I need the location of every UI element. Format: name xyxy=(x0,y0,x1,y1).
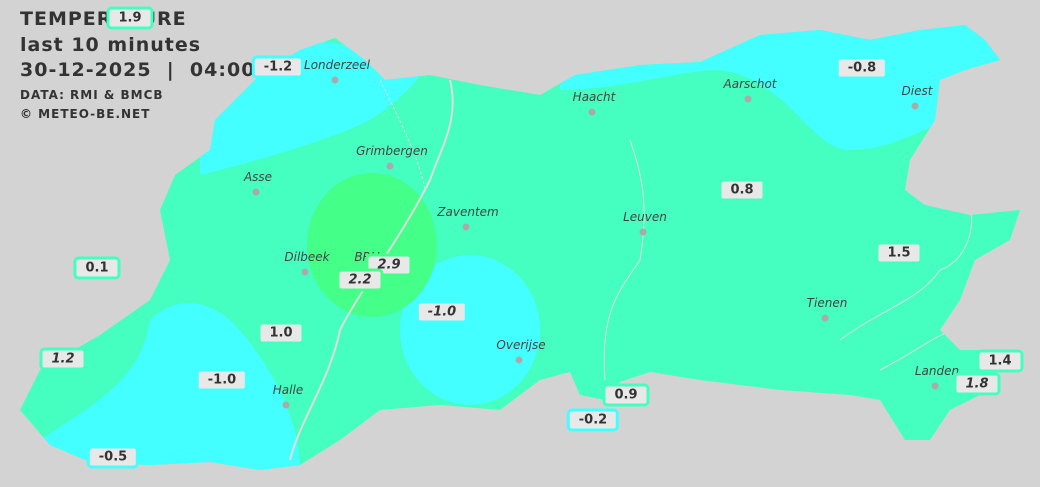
city-marker xyxy=(386,162,394,170)
zone-cold-sw xyxy=(40,303,300,470)
temperature-reading: -0.8 xyxy=(835,56,889,80)
city-label: Haacht xyxy=(572,90,616,104)
city-label: Aarschot xyxy=(723,77,777,91)
city-marker xyxy=(744,95,752,103)
city-marker xyxy=(331,76,339,84)
temperature-reading: -0.5 xyxy=(86,445,140,469)
city-label: Dilbeek xyxy=(284,250,330,264)
city-label: Leuven xyxy=(623,210,667,224)
zone-warm-center xyxy=(307,173,437,317)
temperature-reading: 1.2 xyxy=(39,347,87,371)
city-label: Zaventem xyxy=(437,205,499,219)
city-marker xyxy=(462,223,470,231)
city-label: Londerzeel xyxy=(304,58,370,72)
map-title: TEMPERATURE xyxy=(20,8,187,30)
copyright: © METEO-BE.NET xyxy=(20,107,151,121)
temperature-reading: 0.9 xyxy=(602,383,650,407)
temperature-reading: 2.2 xyxy=(336,268,384,292)
zone-cold-se xyxy=(400,255,540,405)
city-label: Tienen xyxy=(806,296,848,310)
city-label: Halle xyxy=(272,383,304,397)
city-marker xyxy=(515,356,523,364)
city-marker xyxy=(639,228,647,236)
city-marker xyxy=(588,108,596,116)
city-label: Asse xyxy=(243,170,273,184)
boundary xyxy=(603,139,645,381)
temperature-reading: 0.8 xyxy=(718,178,766,202)
temperature-reading: 1.8 xyxy=(953,372,1001,396)
city-label: Landen xyxy=(914,364,960,378)
city-label: Grimbergen xyxy=(356,144,428,158)
city-marker xyxy=(911,102,919,110)
temperature-reading: -0.2 xyxy=(566,408,620,432)
data-source: DATA: RMI & BMCB xyxy=(20,88,164,102)
city-marker xyxy=(821,314,829,322)
temperature-reading: 1.4 xyxy=(976,349,1024,373)
temperature-reading: 1.5 xyxy=(875,241,923,265)
temperature-reading: -1.0 xyxy=(195,368,249,392)
city-marker xyxy=(301,268,309,276)
temperature-reading: 0.1 xyxy=(73,256,121,280)
temperature-reading: -1.0 xyxy=(415,300,469,324)
temperature-reading: 1.9 xyxy=(106,6,154,30)
city-marker xyxy=(282,401,290,409)
city-marker xyxy=(252,188,260,196)
boundary xyxy=(839,209,973,341)
temperature-reading: 1.0 xyxy=(257,321,305,345)
map-subtitle: last 10 minutes xyxy=(20,34,202,56)
map-datetime: 30-12-2025 | 04:00 xyxy=(20,59,256,81)
city-label: Diest xyxy=(901,84,933,98)
city-marker xyxy=(931,382,939,390)
temperature-reading: -1.2 xyxy=(251,55,305,79)
road xyxy=(379,79,426,191)
city-label: Overijse xyxy=(496,338,546,352)
